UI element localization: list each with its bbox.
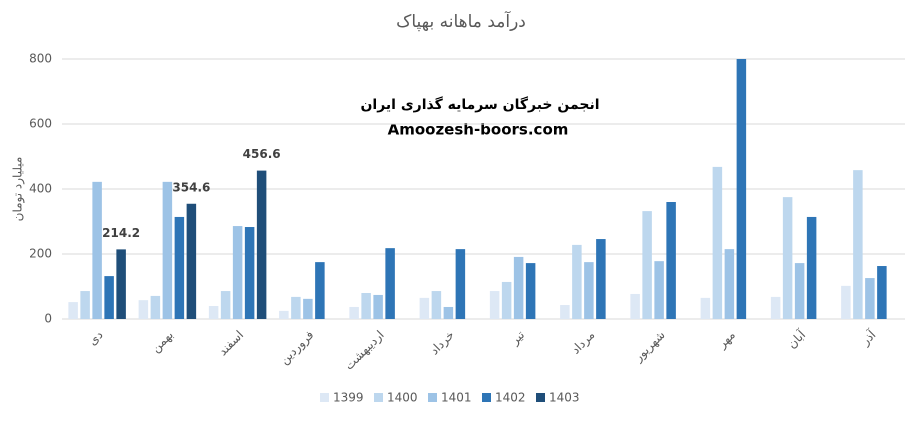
- y-tick-label: 0: [44, 312, 52, 326]
- bar: [116, 249, 126, 319]
- y-axis-label: میلیارد تومان: [11, 157, 26, 222]
- bar: [92, 181, 102, 319]
- bar: [666, 202, 676, 319]
- bar: [654, 261, 664, 319]
- bar: [419, 297, 430, 319]
- legend-label: 1401: [441, 391, 472, 405]
- chart-title: درآمد ماهانه بهپاک: [396, 10, 526, 32]
- legend-label: 1400: [387, 391, 418, 405]
- bar: [794, 263, 805, 319]
- bar: [256, 170, 267, 319]
- bar: [560, 305, 570, 319]
- x-tick-label: آبان: [784, 327, 809, 352]
- bar: [736, 59, 747, 319]
- bar: [361, 293, 371, 319]
- bar: [841, 285, 851, 319]
- bar: [303, 298, 313, 319]
- legend-swatch: [428, 393, 437, 402]
- legend-label: 1402: [495, 391, 526, 405]
- legend-swatch: [320, 393, 329, 402]
- bar: [865, 278, 875, 319]
- bar: [80, 291, 90, 319]
- bar: [443, 306, 454, 319]
- bar: [501, 281, 512, 319]
- x-tick-label: فروردین: [277, 328, 317, 368]
- bar: [385, 248, 395, 319]
- bar: [877, 266, 887, 319]
- bar: [455, 249, 466, 319]
- data-label: 456.6: [243, 147, 281, 161]
- bar: [162, 181, 173, 319]
- x-tick-label: دی: [85, 328, 105, 348]
- bar: [349, 306, 359, 319]
- bar: [806, 216, 817, 319]
- bar: [630, 293, 640, 319]
- x-tick-label: آذر: [857, 327, 880, 350]
- data-label: 214.2: [102, 226, 140, 240]
- bar: [642, 211, 652, 319]
- bar: [853, 170, 863, 319]
- bar: [220, 291, 231, 319]
- bar: [315, 262, 325, 319]
- bar: [584, 262, 594, 319]
- bar: [724, 249, 735, 319]
- x-tick-label: تیر: [507, 328, 528, 349]
- legend-swatch: [536, 393, 545, 402]
- data-label: 354.6: [172, 180, 210, 194]
- bar: [291, 296, 301, 319]
- legend-swatch: [482, 393, 491, 402]
- bar: [68, 302, 78, 319]
- bar: [712, 166, 723, 319]
- bar: [572, 244, 582, 319]
- legend-swatch: [374, 393, 383, 402]
- x-tick-label: مرداد: [568, 328, 598, 358]
- bar: [104, 276, 114, 319]
- bar: [279, 310, 289, 319]
- bar: [138, 300, 149, 319]
- bar: [770, 296, 781, 319]
- legend-label: 1399: [333, 391, 364, 405]
- bar: [244, 227, 255, 319]
- x-tick-label: اردیبهشت: [342, 328, 388, 374]
- annotation: Amoozesh-boors.com: [388, 121, 569, 139]
- bar: [525, 263, 536, 319]
- bar: [208, 306, 219, 319]
- annotation: انجمن خبرگان سرمایه گذاری ایران: [360, 96, 599, 113]
- y-tick-label: 600: [29, 117, 52, 131]
- bar: [782, 197, 793, 319]
- bar: [186, 203, 197, 319]
- x-tick-label: بهمن: [148, 328, 176, 356]
- bar: [174, 216, 185, 319]
- bar: [700, 297, 711, 319]
- bar: [232, 226, 243, 319]
- legend-label: 1403: [549, 391, 580, 405]
- y-tick-label: 400: [29, 182, 52, 196]
- bar: [513, 256, 524, 319]
- y-tick-label: 800: [29, 52, 52, 66]
- x-tick-label: اسفند: [216, 328, 247, 359]
- x-tick-label: مهر: [714, 328, 738, 352]
- x-tick-label: خرداد: [427, 328, 457, 358]
- bar: [596, 239, 606, 319]
- y-tick-label: 200: [29, 247, 52, 261]
- bar: [150, 295, 161, 319]
- x-tick-label: شهریور: [631, 328, 669, 366]
- bar: [431, 291, 442, 319]
- bar: [489, 291, 500, 319]
- bar: [373, 294, 383, 319]
